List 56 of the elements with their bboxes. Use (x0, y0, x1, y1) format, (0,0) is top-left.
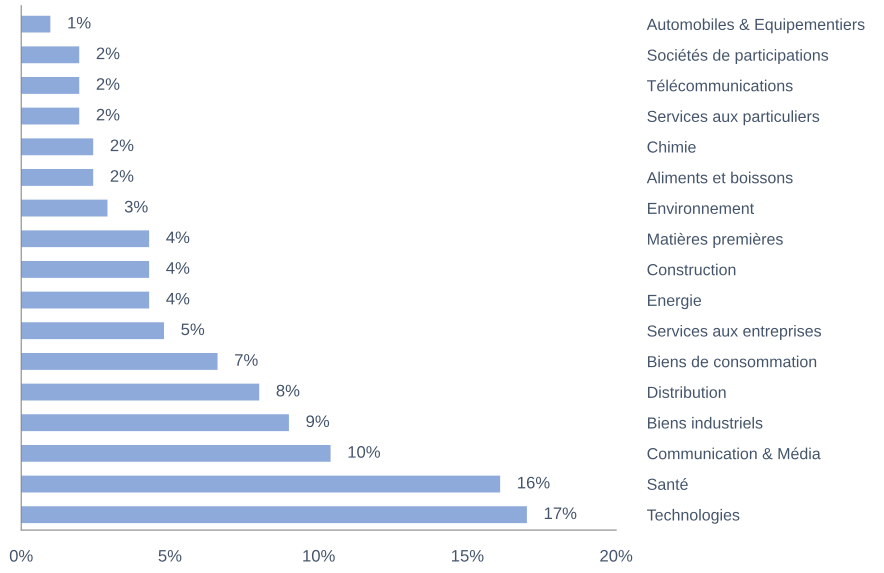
y-tick-label: Biens industriels (648, 416, 762, 429)
bar (21, 414, 289, 432)
data-label: 1% (68, 16, 91, 29)
y-tick-label: Sociétés de participations (647, 48, 828, 64)
bar (21, 138, 94, 156)
y-tick-label: Environnement (648, 202, 754, 214)
bar (21, 16, 50, 33)
bar (21, 322, 164, 340)
y-tick-label: Services aux particuliers (647, 110, 820, 126)
bar (21, 476, 500, 492)
data-label: 4% (166, 231, 190, 244)
y-tick-label: Chimie (648, 140, 696, 153)
bar (21, 506, 527, 524)
y-tick-label: Energie (648, 294, 702, 310)
data-label: 2% (96, 78, 120, 90)
y-tick-label: Santé (647, 478, 688, 490)
bar (21, 200, 108, 217)
data-label: 16% (518, 476, 550, 489)
x-tick-label: 10% (303, 550, 335, 562)
data-label: 4% (166, 292, 190, 304)
bar (21, 292, 150, 309)
bar (21, 168, 94, 186)
y-tick-label: Matières premières (648, 232, 783, 248)
data-label: 2% (110, 170, 134, 182)
bar (21, 108, 80, 125)
data-label: 4% (166, 262, 190, 274)
bar (21, 384, 260, 400)
y-tick-label: Communication & Média (648, 447, 821, 460)
x-tick-label: 0% (10, 550, 33, 562)
data-label: 17% (544, 507, 576, 520)
bar (21, 46, 80, 64)
data-label: 7% (235, 354, 258, 366)
data-label: 2% (96, 108, 120, 121)
x-tick-label: 5% (158, 550, 182, 562)
bar (21, 352, 218, 370)
y-tick-label: Télécommunications (647, 79, 793, 92)
data-label: 10% (348, 446, 380, 458)
bar (21, 260, 150, 278)
y-tick-label: Technologies (647, 508, 740, 524)
y-tick-label: Biens de consommation (648, 356, 816, 368)
y-tick-label: Construction (648, 264, 736, 276)
y-tick-label: Automobiles & Equipementiers (646, 18, 865, 34)
y-tick-label: Services aux entreprises (647, 324, 822, 340)
y-tick-label: Aliments et boissons (646, 172, 793, 184)
data-label: 2% (110, 139, 134, 152)
y-tick-label: Distribution (648, 386, 726, 398)
data-label: 8% (276, 384, 300, 397)
bar (21, 444, 331, 462)
data-label: 2% (96, 47, 120, 60)
bar (21, 77, 80, 94)
data-label: 9% (306, 415, 330, 428)
data-label: 3% (124, 200, 148, 213)
x-tick-label: 15% (452, 550, 484, 562)
data-label: 5% (181, 323, 204, 336)
x-tick-label: 20% (600, 550, 632, 562)
bar (21, 230, 150, 248)
